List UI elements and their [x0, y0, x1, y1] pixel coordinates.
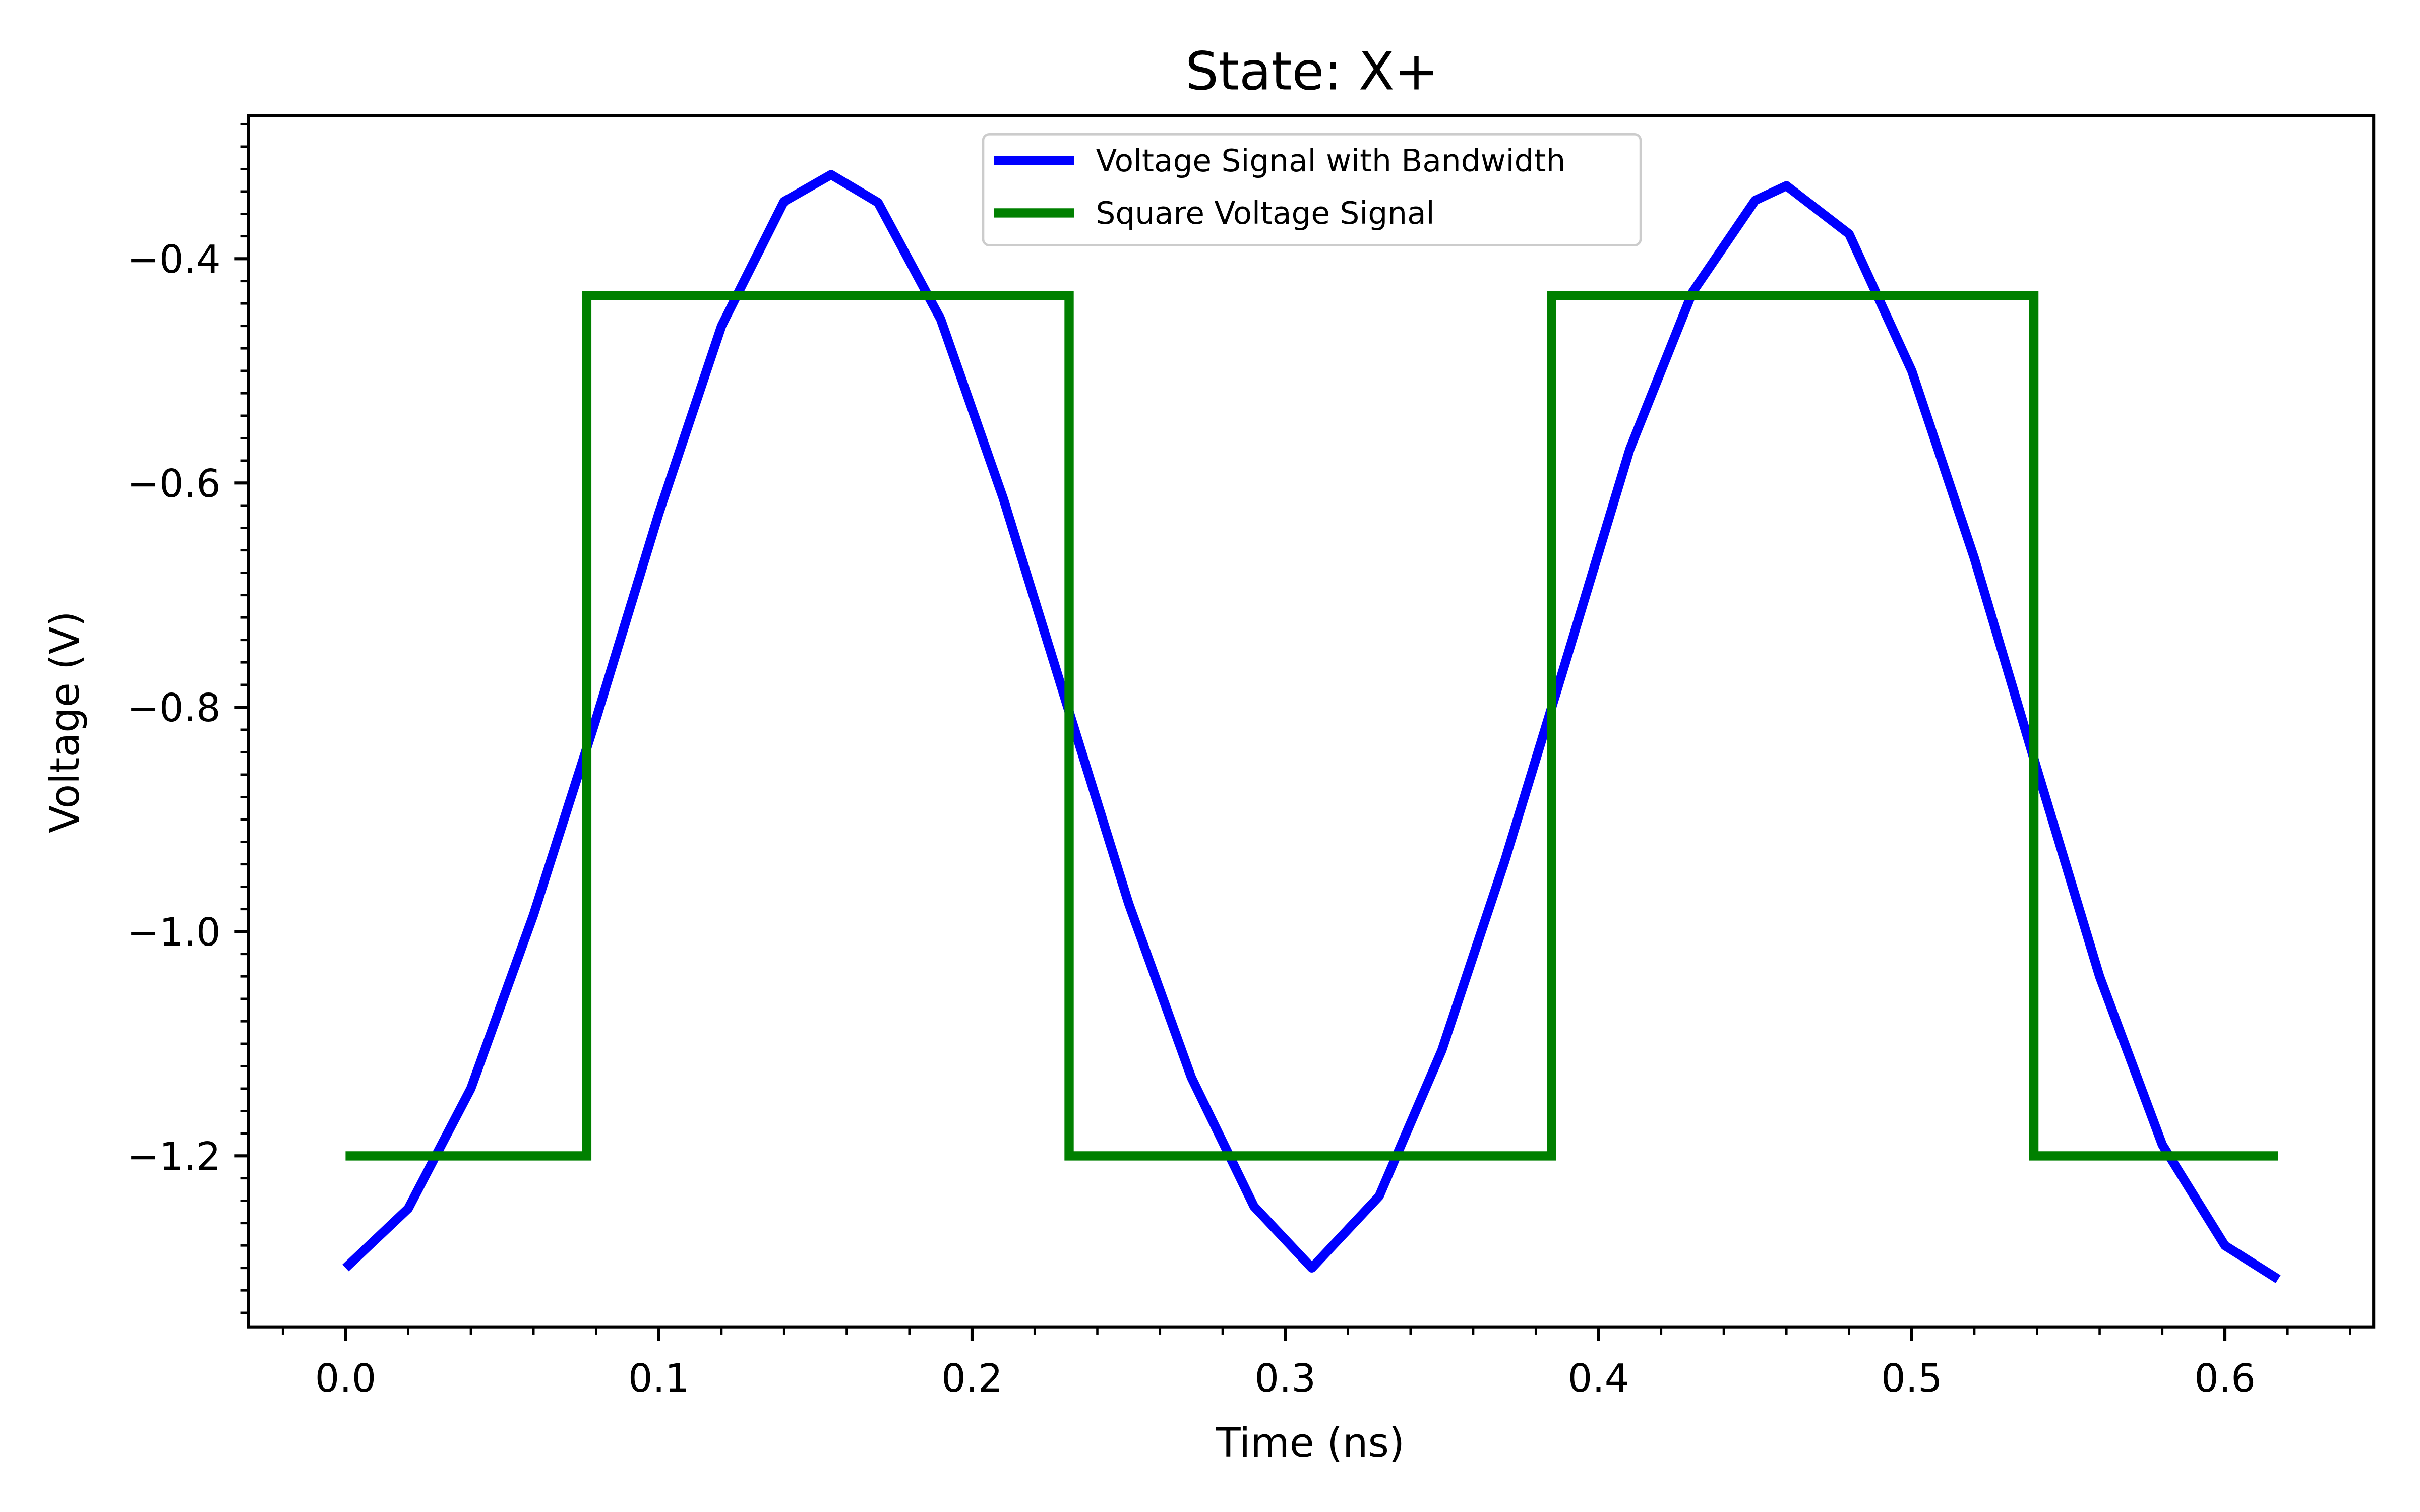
x-tick-label: 0.1	[628, 1356, 690, 1401]
legend: Voltage Signal with Bandwidth Square Vol…	[982, 133, 1642, 247]
series-line-1	[345, 291, 2278, 1161]
series-line-0	[342, 170, 2281, 1283]
y-tick-label: −1.0	[127, 910, 221, 955]
x-tick-label: 0.2	[941, 1356, 1003, 1401]
legend-label-square: Square Voltage Signal	[1096, 196, 1434, 231]
plot-area: 0.0 0.1 0.2 0.3 0.4 0.5 0.6 −1.2 −1.0 −0.8 −0.6 −0…	[127, 114, 2376, 1401]
y-axis-ticks: −1.2 −1.0 −0.8 −0.6 −0.4	[127, 122, 249, 1314]
y-tick-label: −0.8	[127, 686, 221, 731]
x-tick-label: 0.5	[1881, 1356, 1943, 1401]
x-tick-label: 0.0	[315, 1356, 377, 1401]
y-axis-label: Voltage (V)	[41, 611, 88, 833]
y-tick-label: −0.4	[127, 237, 221, 282]
series-layer	[342, 170, 2281, 1283]
chart-title: State: X+	[1185, 41, 1438, 102]
y-tick-label: −1.2	[127, 1135, 221, 1179]
x-axis-label: Time (ns)	[1216, 1419, 1405, 1466]
y-tick-label: −0.6	[127, 462, 221, 507]
x-tick-label: 0.6	[2194, 1356, 2256, 1401]
x-tick-label: 0.3	[1254, 1356, 1316, 1401]
x-axis-ticks: 0.0 0.1 0.2 0.3 0.4 0.5 0.6	[281, 1327, 2351, 1401]
legend-box	[982, 133, 1642, 247]
x-tick-label: 0.4	[1568, 1356, 1629, 1401]
legend-label-bandwidth: Voltage Signal with Bandwidth	[1096, 143, 1565, 179]
plot-frame	[247, 114, 2376, 1329]
